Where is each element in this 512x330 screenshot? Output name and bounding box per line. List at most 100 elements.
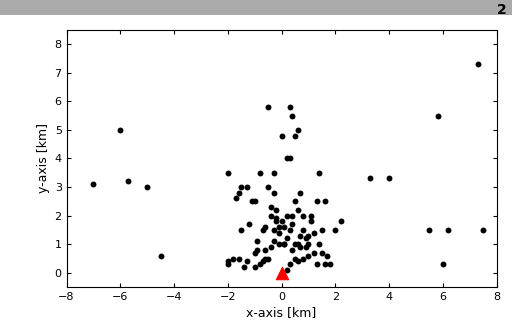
Point [337, 219, 345, 224]
Point [234, 190, 243, 195]
Point [291, 256, 299, 261]
Point [232, 196, 240, 201]
Point [286, 104, 294, 110]
Point [245, 221, 253, 227]
Point [385, 176, 393, 181]
Point [237, 227, 245, 233]
Point [299, 256, 307, 261]
Point [310, 230, 318, 235]
Point [275, 230, 283, 235]
Point [275, 242, 283, 247]
Point [280, 242, 288, 247]
Point [294, 207, 302, 213]
Point [272, 216, 281, 221]
Point [291, 133, 299, 138]
Point [259, 259, 267, 264]
Point [302, 245, 310, 250]
Point [262, 224, 270, 230]
Point [294, 242, 302, 247]
Point [269, 227, 278, 233]
Point [278, 270, 286, 276]
Point [278, 219, 286, 224]
Point [296, 245, 305, 250]
Point [296, 233, 305, 238]
Point [240, 264, 248, 270]
Point [267, 213, 275, 218]
Point [253, 247, 262, 252]
Point [321, 199, 329, 204]
Point [286, 156, 294, 161]
Point [256, 170, 264, 175]
Point [264, 184, 272, 190]
Point [251, 264, 259, 270]
Point [269, 190, 278, 195]
Point [259, 227, 267, 233]
Point [315, 242, 324, 247]
Point [237, 184, 245, 190]
Point [272, 207, 281, 213]
Point [318, 227, 326, 233]
Point [267, 204, 275, 210]
Point [479, 227, 487, 233]
Point [280, 242, 288, 247]
Point [291, 242, 299, 247]
Point [366, 176, 374, 181]
Point [256, 262, 264, 267]
Point [294, 127, 302, 132]
Point [264, 256, 272, 261]
Point [288, 247, 296, 252]
Point [264, 104, 272, 110]
Point [116, 127, 124, 132]
Point [278, 270, 286, 276]
Point [283, 236, 291, 241]
Point [275, 224, 283, 230]
Point [312, 262, 321, 267]
Point [318, 250, 326, 255]
Point [243, 184, 251, 190]
Point [321, 262, 329, 267]
Point [283, 213, 291, 218]
Point [310, 250, 318, 255]
Point [90, 182, 98, 187]
Point [143, 184, 152, 190]
Point [262, 247, 270, 252]
Point [307, 213, 315, 218]
Point [251, 250, 259, 255]
X-axis label: x-axis [km]: x-axis [km] [246, 306, 317, 319]
Point [294, 259, 302, 264]
Point [304, 233, 312, 238]
Point [283, 267, 291, 273]
Point [474, 61, 482, 67]
Point [280, 224, 288, 230]
Point [291, 199, 299, 204]
Point [269, 239, 278, 244]
Point [296, 190, 305, 195]
Point [299, 227, 307, 233]
Point [157, 253, 165, 258]
Point [331, 227, 339, 233]
Text: 2: 2 [497, 3, 507, 17]
Point [288, 213, 296, 218]
Point [251, 199, 259, 204]
Point [288, 113, 296, 118]
Point [304, 242, 312, 247]
Point [299, 213, 307, 218]
Point [315, 170, 324, 175]
Point [243, 259, 251, 264]
Point [283, 156, 291, 161]
Point [124, 179, 133, 184]
Point [224, 262, 232, 267]
Point [248, 199, 256, 204]
Point [425, 227, 434, 233]
Point [323, 253, 331, 258]
Point [229, 256, 238, 261]
Point [253, 239, 262, 244]
Point [278, 133, 286, 138]
Point [307, 219, 315, 224]
Point [304, 253, 312, 258]
Point [272, 219, 281, 224]
Point [267, 245, 275, 250]
Y-axis label: y-axis [km]: y-axis [km] [37, 123, 50, 193]
Point [444, 227, 453, 233]
Point [234, 256, 243, 261]
